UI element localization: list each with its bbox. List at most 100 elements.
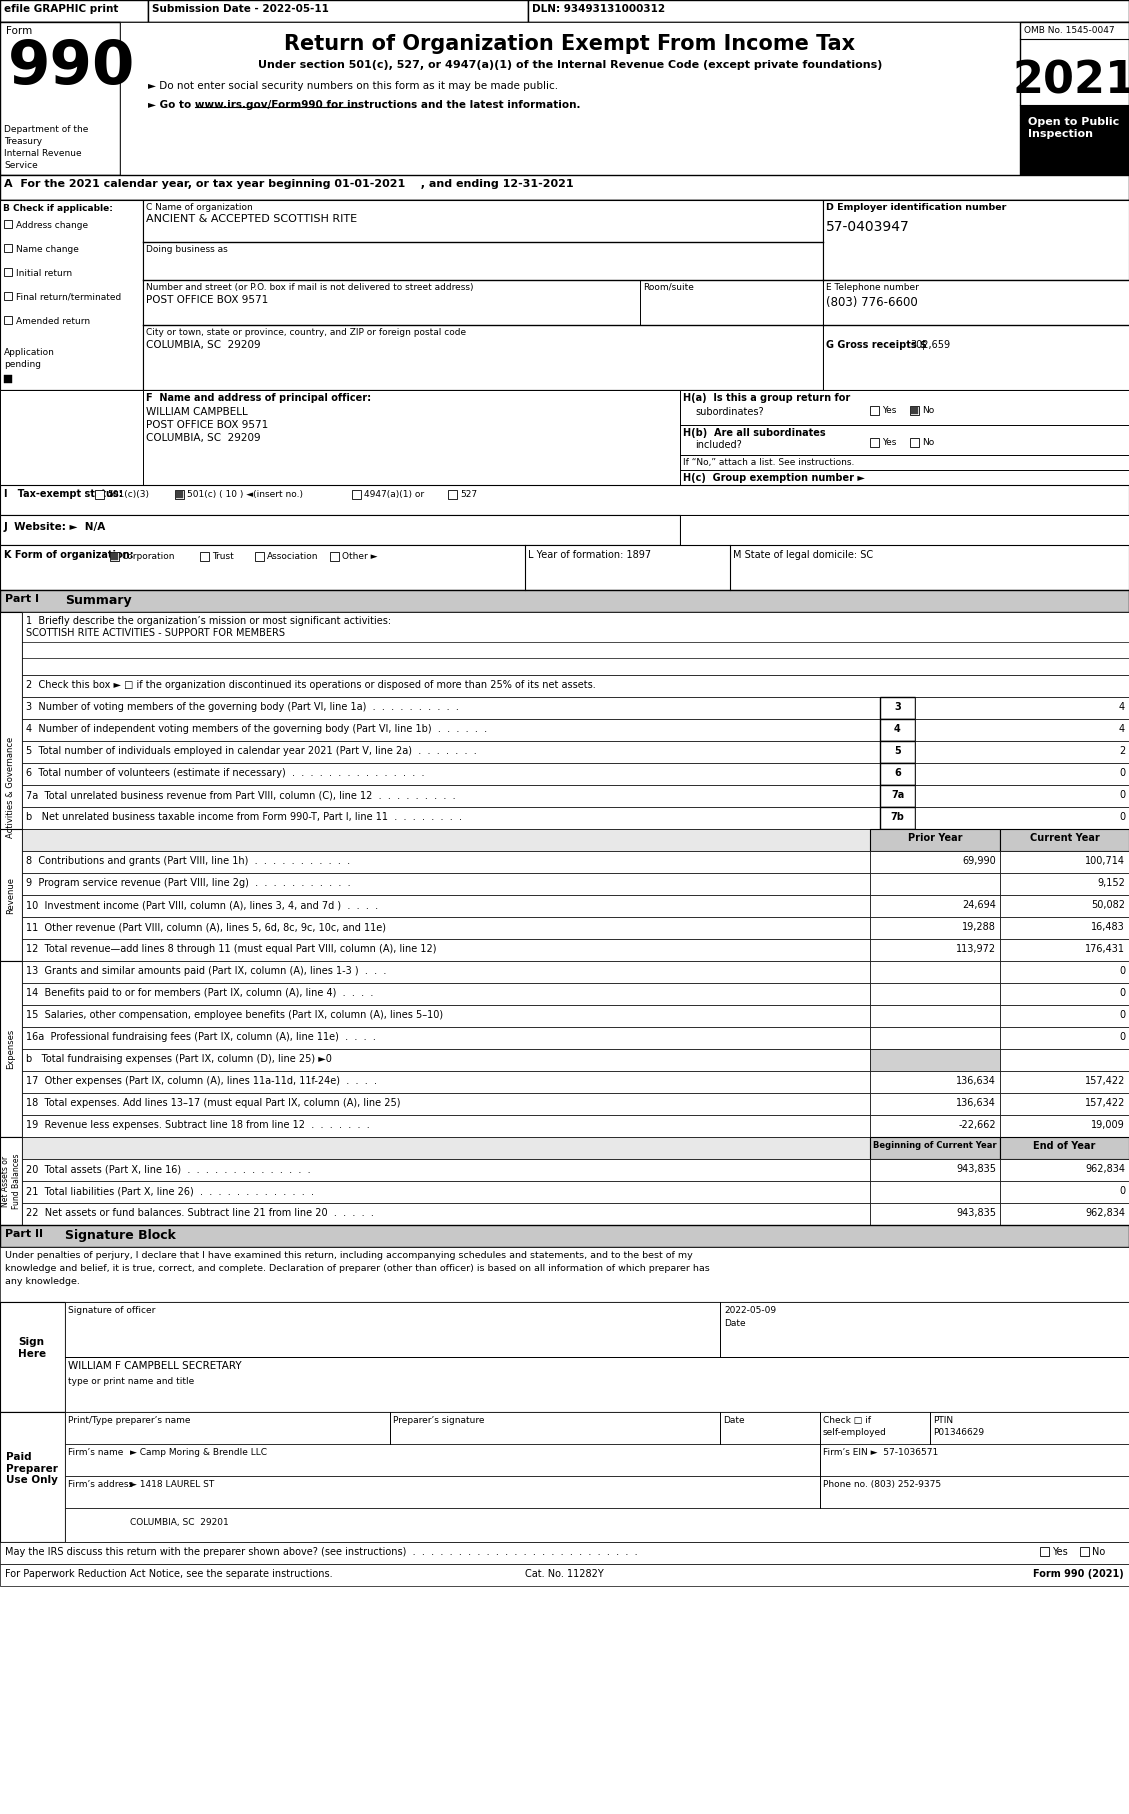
Text: 17  Other expenses (Part IX, column (A), lines 11a-11d, 11f-24e)  .  .  .  .: 17 Other expenses (Part IX, column (A), … [26,1076,377,1087]
Text: 9  Program service revenue (Part VIII, line 2g)  .  .  .  .  .  .  .  .  .  .  .: 9 Program service revenue (Part VIII, li… [26,878,351,889]
Bar [95,490,104,499]
Text: 3: 3 [894,702,901,713]
Text: Date: Date [724,1319,745,1328]
Text: efile GRAPHIC print: efile GRAPHIC print [5,4,119,15]
Bar [870,918,1000,940]
Text: J  Website: ►  N/A: J Website: ► N/A [5,522,106,532]
Bar [914,718,1129,740]
Text: 69,990: 69,990 [962,856,996,865]
Text: WILLIAM F CAMPBELL SECRETARY: WILLIAM F CAMPBELL SECRETARY [68,1360,242,1371]
Text: 943,835: 943,835 [956,1165,996,1174]
Bar [0,1137,21,1224]
Bar [21,961,870,983]
Text: COLUMBIA, SC  29209: COLUMBIA, SC 29209 [146,339,261,350]
Bar [5,292,12,299]
Bar [0,390,1129,484]
Bar [21,1116,870,1137]
Bar [0,0,1129,22]
Bar [1000,1159,1129,1181]
Text: No: No [922,406,935,415]
Text: Cat. No. 11282Y: Cat. No. 11282Y [525,1569,603,1578]
Bar [176,492,183,499]
Text: Name change: Name change [16,245,79,254]
Bar [111,553,119,561]
Bar [21,1137,870,1159]
Bar [914,740,1129,764]
Bar [143,200,823,390]
Bar [879,740,914,764]
Text: P01346629: P01346629 [933,1428,984,1437]
Text: Yes: Yes [882,406,896,415]
Text: subordinates?: subordinates? [695,406,763,417]
Bar [352,490,361,499]
Text: ► Camp Moring & Brendle LLC: ► Camp Moring & Brendle LLC [130,1448,266,1457]
Bar [65,1357,1129,1411]
Text: 10  Investment income (Part VIII, column (A), lines 3, 4, and 7d )  .  .  .  .: 10 Investment income (Part VIII, column … [26,900,378,911]
Bar [870,940,1000,961]
Text: C Name of organization: C Name of organization [146,203,253,212]
Bar [21,1203,870,1224]
Bar [870,983,1000,1005]
Text: 14  Benefits paid to or for members (Part IX, column (A), line 4)  .  .  .  .: 14 Benefits paid to or for members (Part… [26,989,374,998]
Text: Return of Organization Exempt From Income Tax: Return of Organization Exempt From Incom… [285,34,856,54]
Bar [680,390,1129,484]
Text: 3  Number of voting members of the governing body (Part VI, line 1a)  .  .  .  .: 3 Number of voting members of the govern… [26,702,458,713]
Text: 0: 0 [1119,1186,1124,1195]
Text: D Employer identification number: D Employer identification number [826,203,1006,212]
Text: 0: 0 [1119,967,1124,976]
Text: Preparer’s signature: Preparer’s signature [393,1417,484,1426]
Text: 15  Salaries, other compensation, employee benefits (Part IX, column (A), lines : 15 Salaries, other compensation, employe… [26,1010,443,1019]
Bar [0,1246,1129,1302]
Text: 990: 990 [8,38,135,96]
Bar [148,0,528,22]
Bar [1000,961,1129,983]
Text: Doing business as: Doing business as [146,245,228,254]
Bar [1000,1070,1129,1094]
Text: If “No,” attach a list. See instructions.: If “No,” attach a list. See instructions… [683,457,855,466]
Text: 8  Contributions and grants (Part VIII, line 1h)  .  .  .  .  .  .  .  .  .  .  : 8 Contributions and grants (Part VIII, l… [26,856,350,865]
Text: (803) 776-6600: (803) 776-6600 [826,296,918,308]
Bar [200,551,209,561]
Text: Final return/terminated: Final return/terminated [16,294,121,301]
Text: 21  Total liabilities (Part X, line 26)  .  .  .  .  .  .  .  .  .  .  .  .  .: 21 Total liabilities (Part X, line 26) .… [26,1186,314,1195]
Bar [870,851,1000,873]
Text: Form 990 (2021): Form 990 (2021) [1033,1569,1124,1578]
Bar [21,785,879,807]
Bar [1000,1137,1129,1159]
Text: OMB No. 1545-0047: OMB No. 1545-0047 [1024,25,1114,34]
Text: 113,972: 113,972 [956,943,996,954]
Bar [823,279,1129,325]
Text: 1  Briefly describe the organization’s mission or most significant activities:: 1 Briefly describe the organization’s mi… [26,617,391,626]
Text: Service: Service [5,161,37,171]
Text: Trust: Trust [212,551,234,561]
Text: 18  Total expenses. Add lines 13–17 (must equal Part IX, column (A), line 25): 18 Total expenses. Add lines 13–17 (must… [26,1097,401,1108]
Text: 2  Check this box ► □ if the organization discontinued its operations or dispose: 2 Check this box ► □ if the organization… [26,680,596,689]
Text: 5  Total number of individuals employed in calendar year 2021 (Part V, line 2a) : 5 Total number of individuals employed i… [26,746,476,756]
Bar [1000,1027,1129,1048]
Bar [21,718,879,740]
Text: Sign
Here: Sign Here [18,1337,46,1359]
Text: Yes: Yes [882,437,896,446]
Bar [448,490,457,499]
Text: 0: 0 [1119,1010,1124,1019]
Bar [1080,1547,1089,1556]
Bar [1019,22,1129,174]
Text: I   Tax-exempt status:: I Tax-exempt status: [5,490,123,499]
Text: Firm’s name: Firm’s name [68,1448,123,1457]
Text: Beginning of Current Year: Beginning of Current Year [873,1141,997,1150]
Bar [0,22,1129,174]
Text: Prior Year: Prior Year [908,833,962,844]
Bar [879,807,914,829]
Text: Treasury: Treasury [5,138,42,145]
Text: 136,634: 136,634 [956,1097,996,1108]
Bar [680,515,1129,544]
Bar [914,764,1129,785]
Text: WILLIAM CAMPBELL: WILLIAM CAMPBELL [146,406,247,417]
Bar [21,918,870,940]
Bar [879,697,914,718]
Text: 100,714: 100,714 [1085,856,1124,865]
Bar [870,829,1000,851]
Text: Activities & Governance: Activities & Governance [7,736,16,838]
Bar [21,1070,870,1094]
Bar [5,219,12,229]
